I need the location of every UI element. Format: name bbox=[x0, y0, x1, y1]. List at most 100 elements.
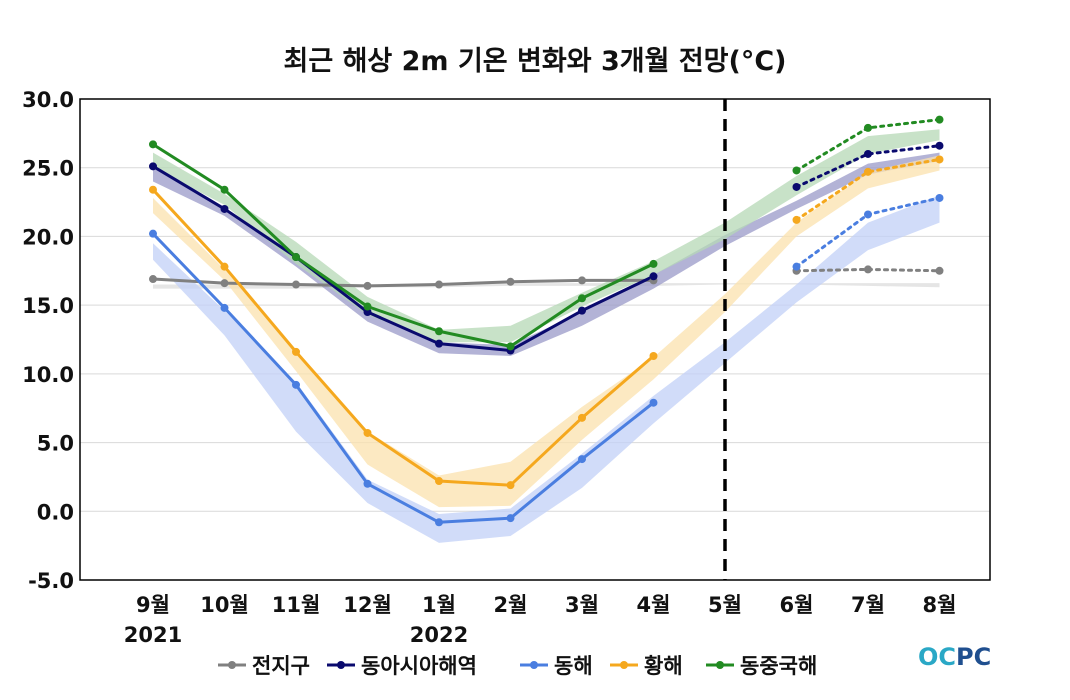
forecast-point-3-9 bbox=[792, 215, 801, 224]
point-2-2 bbox=[292, 380, 300, 389]
legend-label-2: 동해 bbox=[554, 654, 593, 678]
plot-frame bbox=[79, 98, 991, 581]
point-3-4 bbox=[435, 477, 443, 486]
point-4-5 bbox=[506, 342, 515, 351]
year-label-0: 2021 bbox=[124, 623, 182, 647]
ocpc-logo-text: OCPC bbox=[918, 643, 991, 671]
point-0-3 bbox=[363, 281, 372, 290]
legend-item-4: 동중국해 bbox=[706, 654, 817, 678]
point-1-4 bbox=[435, 339, 443, 348]
legend-label-4: 동중국해 bbox=[740, 654, 817, 678]
series-points bbox=[149, 115, 944, 527]
point-3-2 bbox=[292, 347, 300, 356]
legend-marker-3 bbox=[620, 661, 628, 669]
ensemble-bands bbox=[153, 129, 940, 543]
band-1 bbox=[153, 152, 940, 356]
x-tick-label-3: 12월 bbox=[343, 593, 392, 617]
y-tick-label-4: 10.0 bbox=[22, 363, 74, 387]
point-4-3 bbox=[363, 302, 372, 311]
y-tick-label-1: 25.0 bbox=[22, 157, 74, 181]
legend-marker-1 bbox=[337, 661, 345, 669]
point-3-7 bbox=[649, 351, 658, 360]
point-0-5 bbox=[506, 277, 515, 286]
point-1-0 bbox=[149, 162, 157, 171]
point-0-4 bbox=[435, 280, 443, 289]
band-3 bbox=[153, 155, 940, 508]
x-axis-ticks: 9월 10월 11월 12월 1월 2월 3월 4월 5월 6월 7월 8월 2021 2022 bbox=[124, 593, 957, 647]
legend-marker-4 bbox=[716, 661, 724, 669]
point-4-4 bbox=[435, 327, 443, 336]
point-4-2 bbox=[292, 253, 300, 262]
forecast-point-3-11 bbox=[935, 155, 944, 164]
x-tick-label-4: 1월 bbox=[422, 593, 456, 617]
legend-item-1: 동아시아해역 bbox=[327, 654, 477, 678]
year-label-1: 2022 bbox=[410, 623, 468, 647]
x-tick-label-7: 4월 bbox=[637, 593, 671, 617]
forecast-point-3-10 bbox=[864, 167, 872, 176]
point-2-1 bbox=[220, 303, 229, 312]
chart-title: 최근 해상 2m 기온 변화와 3개월 전망(°C) bbox=[283, 46, 786, 77]
series-line-2 bbox=[151, 232, 655, 524]
band-2 bbox=[153, 195, 940, 543]
point-1-1 bbox=[220, 204, 229, 213]
legend-label-3: 황해 bbox=[644, 654, 683, 678]
forecast-point-1-10 bbox=[864, 149, 872, 158]
x-tick-label-5: 2월 bbox=[494, 593, 528, 617]
forecast-point-2-9 bbox=[792, 262, 801, 271]
point-4-6 bbox=[578, 294, 586, 303]
point-4-0 bbox=[149, 140, 157, 149]
y-axis-ticks: 30.0 25.0 20.0 15.0 10.0 5.0 0.0 -5.0 bbox=[22, 88, 74, 593]
legend-label-1: 동아시아해역 bbox=[361, 654, 477, 678]
legend-label-0: 전지구 bbox=[252, 654, 310, 678]
y-tick-label-6: 0.0 bbox=[37, 500, 74, 524]
point-2-7 bbox=[649, 398, 658, 407]
legend-item-2: 동해 bbox=[520, 654, 593, 678]
y-tick-label-3: 15.0 bbox=[22, 294, 74, 318]
forecast-point-2-11 bbox=[935, 193, 944, 202]
point-3-1 bbox=[220, 262, 229, 271]
x-tick-label-2: 11월 bbox=[272, 593, 321, 617]
legend-marker-2 bbox=[530, 661, 538, 669]
x-tick-label-0: 9월 bbox=[136, 593, 170, 617]
x-tick-label-9: 6월 bbox=[780, 593, 814, 617]
point-2-4 bbox=[435, 518, 443, 527]
band-4 bbox=[153, 129, 940, 343]
forecast-point-2-10 bbox=[864, 210, 872, 219]
forecast-point-1-11 bbox=[935, 141, 944, 150]
point-3-6 bbox=[578, 413, 586, 422]
legend-item-3: 황해 bbox=[610, 654, 683, 678]
y-tick-label-7: -5.0 bbox=[28, 569, 74, 593]
point-2-6 bbox=[578, 455, 586, 464]
x-tick-label-10: 7월 bbox=[851, 593, 885, 617]
legend: 전지구 동아시아해역 동해 황해 동중국해 bbox=[218, 654, 817, 678]
forecast-point-4-10 bbox=[864, 123, 872, 132]
point-0-2 bbox=[292, 280, 300, 289]
point-1-6 bbox=[578, 306, 586, 315]
point-3-0 bbox=[149, 185, 157, 194]
series-line-3 bbox=[151, 188, 655, 487]
point-0-6 bbox=[578, 276, 586, 285]
x-tick-label-1: 10월 bbox=[200, 593, 249, 617]
forecast-line-3 bbox=[795, 157, 941, 222]
forecast-point-4-11 bbox=[935, 115, 944, 124]
point-4-1 bbox=[220, 185, 229, 194]
series-line-0 bbox=[152, 277, 654, 288]
series-line-1 bbox=[152, 165, 655, 352]
x-tick-label-11: 8월 bbox=[923, 593, 957, 617]
forecast-point-0-11 bbox=[935, 266, 944, 275]
point-1-7 bbox=[649, 272, 658, 281]
point-2-3 bbox=[363, 479, 372, 488]
legend-marker-0 bbox=[228, 661, 236, 669]
series-line-4 bbox=[152, 143, 655, 348]
legend-item-0: 전지구 bbox=[218, 654, 310, 678]
y-tick-label-5: 5.0 bbox=[37, 432, 74, 456]
x-tick-label-8: 5월 bbox=[708, 593, 742, 617]
point-1-3 bbox=[363, 308, 372, 317]
point-0-1 bbox=[220, 279, 229, 288]
point-2-5 bbox=[506, 514, 515, 523]
forecast-point-4-9 bbox=[792, 166, 801, 175]
forecast-point-1-9 bbox=[792, 182, 801, 191]
x-tick-label-6: 3월 bbox=[565, 593, 599, 617]
